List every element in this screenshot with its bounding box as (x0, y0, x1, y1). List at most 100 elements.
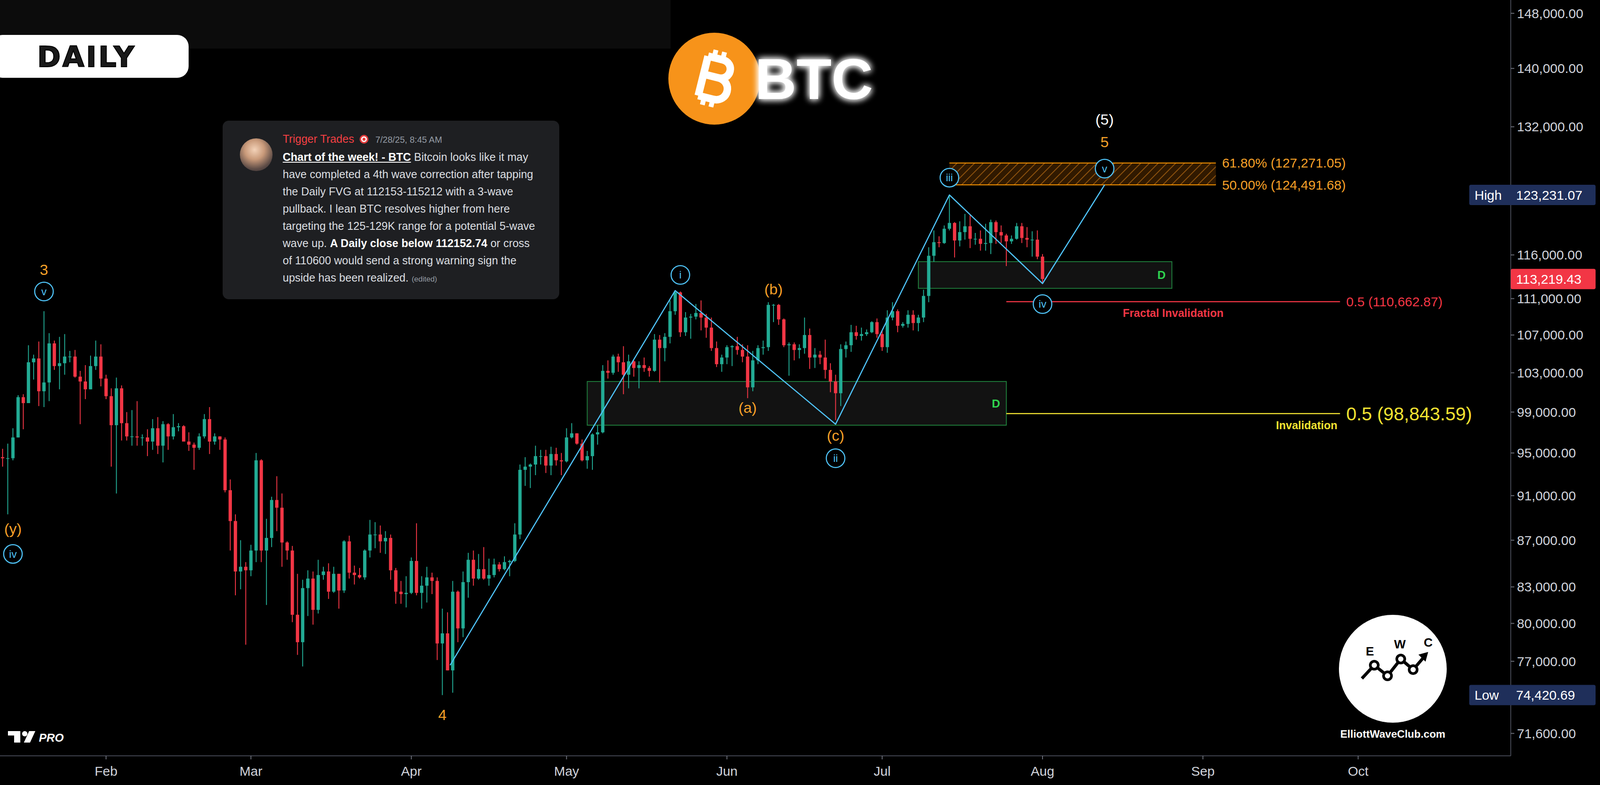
candle-body (16, 397, 20, 438)
candle-body (233, 520, 237, 572)
y-tick (1510, 660, 1515, 662)
candle-body (440, 633, 444, 644)
candle-body (1025, 237, 1029, 240)
candle-body (777, 304, 781, 320)
timeframe-badge (0, 34, 189, 78)
candle-body (52, 343, 56, 366)
candle-body (249, 550, 253, 571)
candle-body (130, 436, 134, 437)
candle-body (78, 376, 82, 382)
y-tick (1510, 539, 1515, 541)
candle-body (321, 571, 325, 575)
fvg-zone (587, 381, 1007, 425)
candle-body (766, 304, 770, 348)
candle-body (585, 455, 589, 460)
candle-body (642, 364, 646, 368)
x-tick (410, 755, 412, 759)
message-edited: (edited) (411, 274, 438, 284)
candle-body (311, 578, 315, 610)
candle-body (264, 537, 268, 550)
candle-body (1040, 256, 1044, 280)
candle-wick (819, 350, 821, 364)
candle-body (140, 437, 144, 439)
candle-body (435, 580, 439, 643)
y-tick (1510, 586, 1515, 588)
candle-wick (488, 558, 490, 586)
candle-body (523, 466, 527, 470)
candle-wick (64, 333, 65, 375)
candle-body (533, 455, 537, 465)
candle-body (47, 343, 51, 383)
fib-zone (949, 163, 1216, 186)
candle-body (171, 427, 175, 437)
y-tick-label: 107,000.00 (1516, 327, 1584, 342)
level-line (1006, 300, 1340, 303)
candle-body (994, 222, 998, 233)
candle-body (466, 559, 470, 582)
wave-circle-label: iv (1038, 297, 1047, 310)
candle-body (792, 344, 796, 350)
x-tick (1357, 755, 1359, 759)
candle-body (683, 317, 687, 332)
candle-body (508, 560, 512, 562)
x-axis-line (0, 754, 1511, 756)
watermark-node (1370, 660, 1379, 669)
candle-wick (561, 452, 562, 475)
candle-body (445, 633, 449, 671)
candle-body (782, 319, 786, 346)
level-value-label: 0.5 (110,662.87) (1345, 294, 1443, 309)
candle-body (394, 569, 398, 592)
candle-body (352, 572, 357, 575)
candle-wick (607, 360, 609, 379)
wave-circle-label: iv (9, 547, 17, 560)
candle-wick (245, 561, 247, 645)
candle-body (73, 356, 77, 377)
candle-body (740, 349, 744, 357)
candle-body (332, 573, 336, 592)
candle-body (864, 332, 869, 334)
candle-wick (385, 530, 387, 554)
candle-body (709, 327, 713, 348)
candle-body (114, 388, 118, 425)
candle-body (378, 534, 382, 541)
candle-wick (33, 354, 35, 380)
candle-wick (917, 314, 919, 331)
y-tick (1510, 622, 1515, 624)
candle-body (937, 242, 941, 243)
chart: 71,600.0077,000.0080,000.0083,000.0087,0… (0, 0, 1600, 785)
candle-body (181, 425, 186, 442)
candle-wick (178, 422, 179, 431)
candle-body (807, 334, 812, 358)
level-name-label: Invalidation (1276, 418, 1338, 432)
watermark-site: ElliottWaveClub.com (1340, 727, 1446, 740)
candle-body (21, 397, 25, 403)
candle-body (135, 436, 139, 437)
y-tick-label: 140,000.00 (1516, 60, 1584, 76)
candle-wick (1031, 231, 1033, 257)
message-warning: A Daily close below 112152.74 (329, 236, 488, 250)
candle-body (963, 226, 967, 232)
watermark-arrow (1418, 651, 1429, 662)
wave-circle-label: iii (945, 171, 953, 184)
message-time: 7/28/25, 8:45 AM (375, 134, 443, 145)
y-tick (1510, 411, 1515, 413)
btc-logo-circle (668, 32, 761, 125)
candle-body (497, 564, 501, 569)
candle-wick (141, 434, 143, 446)
price-tag-name: High (1474, 187, 1502, 203)
fib-label: 50.00% (124,491.68) (1221, 177, 1346, 193)
candle-wick (773, 303, 774, 323)
candle-wick (643, 357, 645, 372)
wave-circle (940, 168, 959, 187)
watermark-node (1383, 671, 1392, 680)
candle-wick (307, 569, 309, 616)
candle-body (823, 357, 827, 370)
message-box: Trigger Trades7/28/25, 8:45 AMChart of t… (222, 120, 560, 300)
candle-body (477, 568, 481, 579)
candle-body (958, 231, 962, 241)
candle-body (109, 395, 113, 425)
candle-body (269, 499, 273, 538)
candle-body (295, 614, 300, 642)
candle-body (285, 542, 289, 550)
wave-label: (y) (3, 519, 22, 537)
